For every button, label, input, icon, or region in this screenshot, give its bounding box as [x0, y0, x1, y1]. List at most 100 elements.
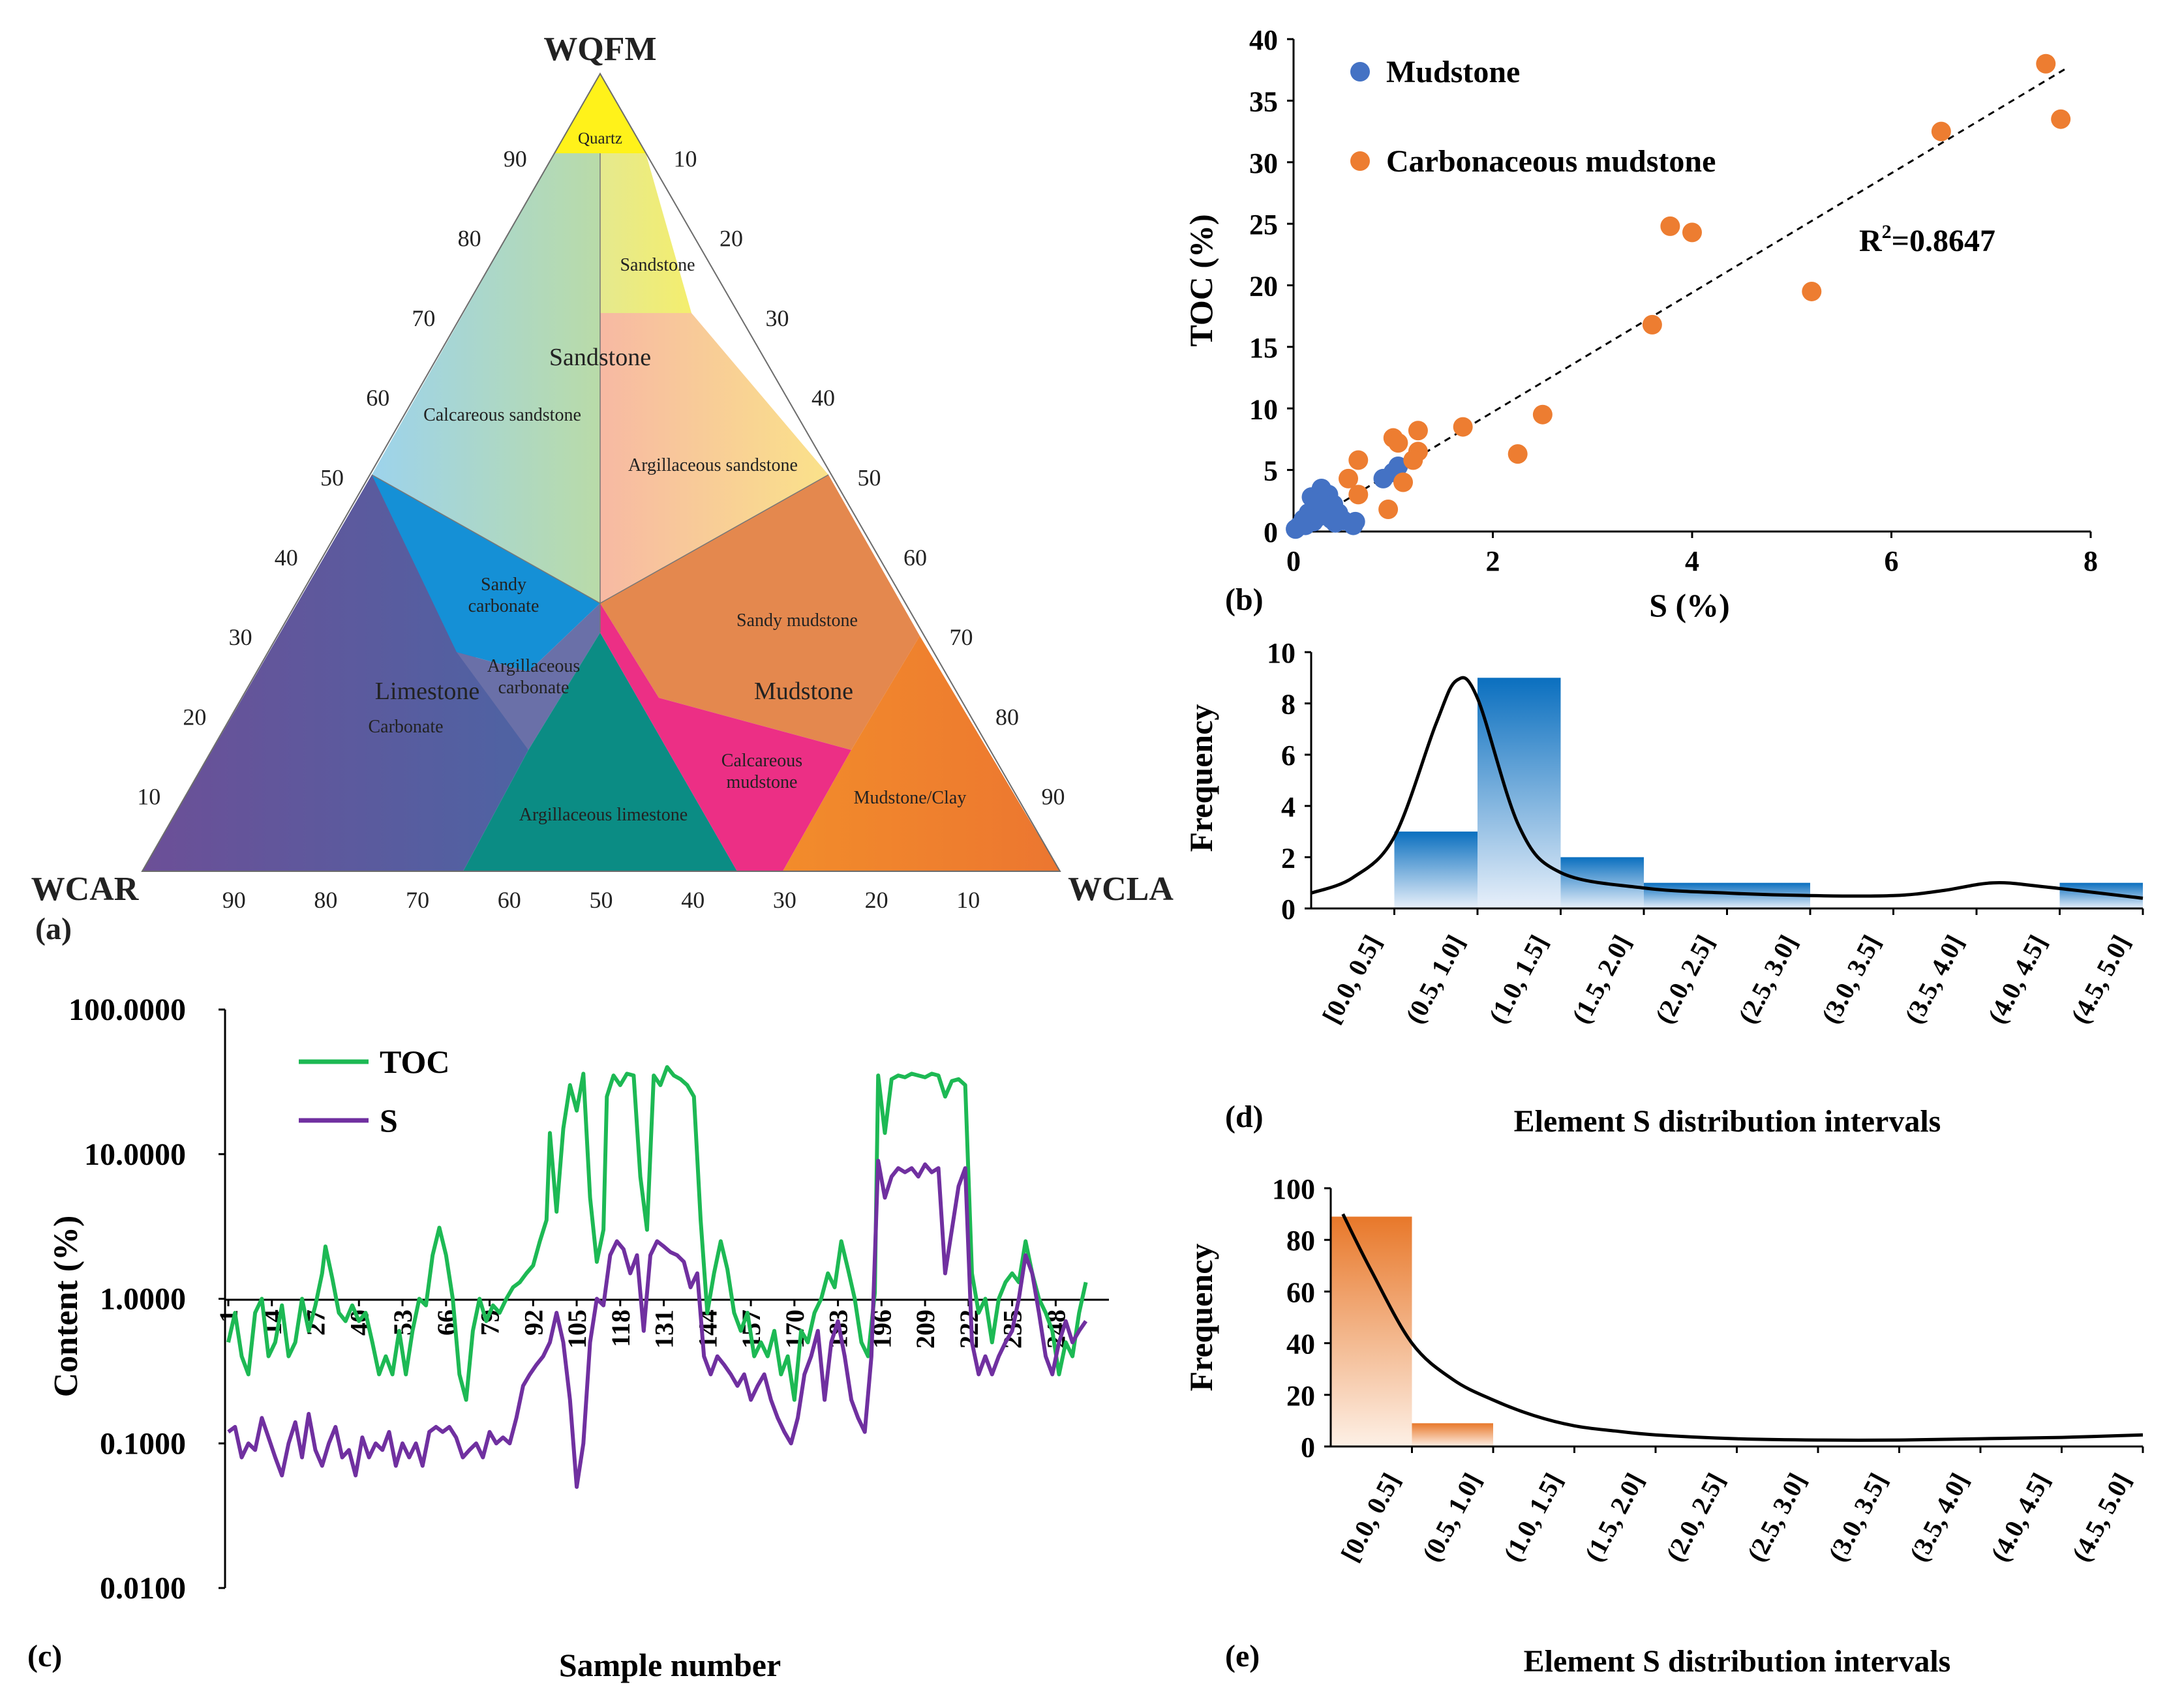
region-quartz [554, 74, 646, 153]
histogram-y-tick-label: 20 [1286, 1380, 1315, 1412]
line-y-tick-label: 0.1000 [100, 1426, 186, 1461]
line-y-tick-label: 1.0000 [100, 1282, 186, 1317]
ternary-bottom-tick: 30 [773, 887, 796, 913]
histogram-d-curve [1311, 676, 2144, 900]
scatter-x-label: S (%) [1649, 587, 1730, 623]
scatter-x-tick-label: 2 [1486, 545, 1500, 577]
histogram-category-label: (3.5, 4.0] [1899, 930, 1970, 1028]
ternary-right-ticks: 10 20 30 40 50 60 70 80 90 [674, 145, 1065, 809]
label-limestone-group: Limestone [375, 678, 479, 705]
histogram-bar [1412, 1423, 1493, 1446]
legend-carbonaceous-marker [1350, 151, 1370, 171]
label-sandy-carbonate-1: Sandy [481, 575, 526, 595]
histogram-category-label: (0.5, 1.0] [1400, 930, 1471, 1028]
histogram-d: 0 2 4 6 8 10 [0.0, 0.5] (0.5, 1.0] (1.0, 1.5] (1… [1183, 637, 2144, 1139]
label-argillaceous-carbonate-1: Argillaceous [487, 656, 581, 676]
histogram-y-tick-label: 0 [1281, 893, 1296, 925]
ternary-left-tick: 50 [320, 465, 344, 491]
histogram-e-bars [1331, 1216, 1493, 1446]
ternary-right-tick: 60 [903, 545, 927, 571]
histogram-y-tick-label: 40 [1286, 1328, 1315, 1360]
ternary-bottom-tick: 60 [498, 887, 521, 913]
ternary-bottom-tick: 70 [406, 887, 429, 913]
scatter-y-tick-label: 15 [1249, 332, 1278, 364]
carbonaceous-point [1802, 281, 1822, 301]
histogram-y-tick-label: 8 [1281, 689, 1296, 721]
histogram-category-label: (0.5, 1.0] [1416, 1468, 1487, 1566]
histogram-y-tick-label: 2 [1281, 842, 1296, 874]
label-calcareous-sandstone: Calcareous sandstone [423, 405, 581, 425]
line-x-tick-label: 222 [954, 1310, 984, 1349]
histogram-bar [1394, 832, 1478, 908]
label-sandstone-group: Sandstone [549, 344, 651, 371]
carbonaceous-point [1642, 314, 1662, 335]
mudstone-point [1345, 511, 1365, 532]
ternary-left-tick: 60 [366, 385, 389, 411]
region-mudstone-clay [783, 636, 1060, 871]
ternary-right-tick: 90 [1042, 784, 1065, 810]
vertex-wqfm: WQFM [543, 31, 656, 68]
histogram-bar [1478, 678, 1561, 908]
carbonaceous-point [2051, 109, 2071, 129]
label-sandstone-small: Sandstone [620, 255, 695, 275]
region-argillaceous-limestone [463, 633, 737, 871]
s-series-line [227, 1158, 1088, 1489]
carbonaceous-point [1508, 444, 1528, 464]
mudstone-point [1388, 456, 1408, 476]
label-calcareous-mudstone-2: mudstone [727, 772, 798, 792]
histogram-category-label: (2.0, 2.5] [1660, 1468, 1731, 1566]
label-carbonate: Carbonate [368, 717, 443, 737]
scatter-y-tick-label: 20 [1249, 271, 1278, 303]
histogram-y-tick-label: 100 [1272, 1173, 1315, 1205]
histogram-d-bars [1394, 678, 2143, 908]
line-x-tick-label: 209 [911, 1310, 940, 1349]
ternary-left-tick: 30 [229, 624, 252, 650]
label-argillaceous-sandstone: Argillaceous sandstone [628, 455, 798, 475]
ternary-left-tick: 20 [183, 704, 206, 730]
histogram-e-x-ticks: [0.0, 0.5] (0.5, 1.0] (1.0, 1.5] (1.5, 2.0]… [1335, 1446, 2144, 1566]
ternary-left-tick: 10 [137, 784, 160, 810]
panel-label-a: (a) [35, 912, 72, 946]
scatter-x-tick-label: 8 [2084, 545, 2098, 577]
label-sandy-mudstone: Sandy mudstone [736, 610, 858, 631]
histogram-category-label: [0.0, 0.5] [1316, 930, 1387, 1028]
carbonaceous-point [1660, 216, 1680, 236]
carbonaceous-point [1378, 500, 1399, 520]
line-x-tick-label: 131 [650, 1310, 679, 1349]
ternary-right-tick: 50 [858, 465, 881, 491]
region-limestone [142, 475, 528, 871]
scatter-x-tick-label: 6 [1885, 545, 1899, 577]
ternary-left-ticks: 90 80 70 60 50 40 30 20 10 [137, 145, 527, 809]
scatter-y-label: TOC (%) [1183, 214, 1219, 346]
ternary-left-tick: 70 [412, 305, 435, 331]
trendline [1293, 68, 2067, 533]
carbonaceous-point [1339, 468, 1359, 488]
scatter-points [1286, 53, 2071, 539]
ternary-text: WQFM WCAR WCLA (a) Quartz Sandstone Sand… [31, 31, 1174, 946]
line-x-label: Sample number [559, 1647, 781, 1683]
ternary-left-tick: 90 [504, 145, 527, 172]
ternary-bottom-tick: 10 [956, 887, 980, 913]
region-argillaceous-sandstone [600, 313, 828, 603]
histogram-e-y-label: Frequency [1183, 1244, 1219, 1392]
region-sandstone-top [600, 153, 691, 313]
label-calcareous-mudstone-1: Calcareous [721, 751, 802, 771]
carbonaceous-point [1388, 433, 1408, 453]
ternary-right-tick: 10 [674, 145, 697, 172]
scatter-y-tick-label: 10 [1249, 393, 1278, 425]
line-y-tick-label: 0.0100 [100, 1571, 186, 1606]
histogram-category-label: (2.5, 3.0] [1733, 930, 1804, 1028]
line-x-tick-label: 144 [693, 1310, 722, 1349]
histogram-category-label: (3.0, 3.5] [1815, 930, 1887, 1028]
scatter-y-tick-label: 40 [1249, 24, 1278, 56]
histogram-category-label: (3.0, 3.5] [1823, 1468, 1894, 1566]
carbonaceous-point [1408, 421, 1428, 441]
histogram-d-x-ticks: [0.0, 0.5] (0.5, 1.0] (1.0, 1.5] (1.5, 2.0]… [1316, 908, 2144, 1028]
line-y-label: Content (%) [48, 1216, 85, 1398]
scatter-x-ticks: 0 2 4 6 8 [1286, 532, 2098, 577]
ternary-right-tick: 70 [950, 624, 973, 650]
ternary-bottom-tick: 20 [865, 887, 888, 913]
histogram-category-label: (4.5, 5.0] [2066, 1468, 2137, 1566]
carbonaceous-point [2036, 53, 2056, 74]
